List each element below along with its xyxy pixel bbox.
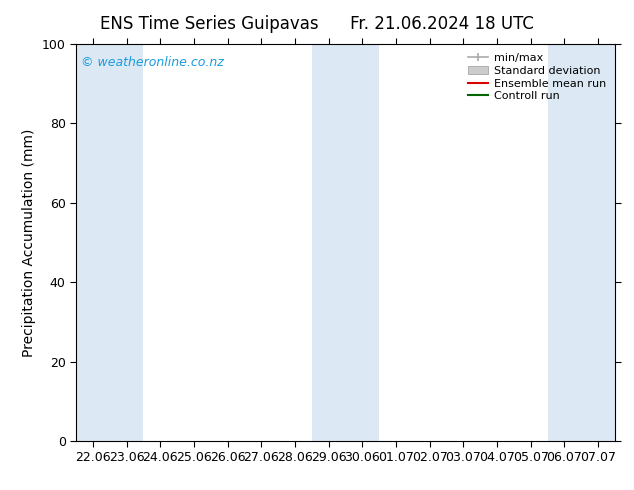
- Bar: [346, 44, 379, 441]
- Y-axis label: Precipitation Accumulation (mm): Precipitation Accumulation (mm): [22, 128, 36, 357]
- Text: ENS Time Series Guipavas      Fr. 21.06.2024 18 UTC: ENS Time Series Guipavas Fr. 21.06.2024 …: [100, 15, 534, 33]
- Text: © weatheronline.co.nz: © weatheronline.co.nz: [81, 56, 224, 69]
- Bar: [581, 44, 615, 441]
- Bar: [110, 44, 143, 441]
- Bar: [548, 44, 581, 441]
- Legend: min/max, Standard deviation, Ensemble mean run, Controll run: min/max, Standard deviation, Ensemble me…: [465, 49, 609, 105]
- Bar: [76, 44, 110, 441]
- Bar: [312, 44, 346, 441]
